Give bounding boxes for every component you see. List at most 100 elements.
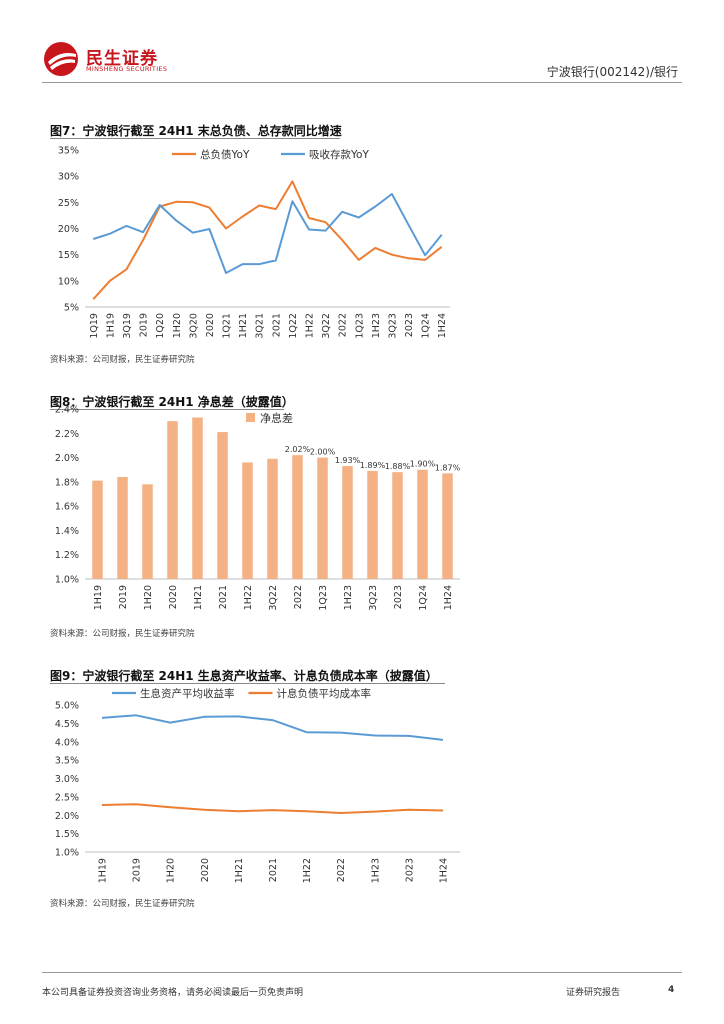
- x-tick-label: 2019: [132, 858, 143, 882]
- x-tick-label: 2021: [271, 313, 282, 337]
- legend-swatch: [246, 413, 255, 422]
- y-tick-label: 2.2%: [55, 429, 79, 440]
- x-tick-label: 1H23: [343, 585, 354, 610]
- y-tick-label: 2.4%: [55, 405, 79, 416]
- figure-9-source: 资料来源：公司财报，民生证券研究院: [50, 899, 195, 909]
- figure-9-rule: [50, 683, 445, 684]
- legend-label: 计息负债平均成本率: [277, 687, 372, 700]
- y-tick-label: 1.0%: [55, 575, 79, 586]
- x-tick-label: 3Q19: [122, 313, 133, 339]
- x-tick-label: 2020: [168, 585, 179, 609]
- x-tick-label: 2021: [218, 585, 229, 609]
- bar: [442, 473, 453, 579]
- header-divider: [42, 82, 682, 83]
- x-tick-label: 1H20: [172, 313, 183, 338]
- bar: [242, 462, 253, 579]
- y-tick-label: 25%: [58, 198, 79, 209]
- brand-logo-icon: [44, 42, 78, 76]
- x-tick-label: 1H19: [98, 858, 109, 883]
- bar: [317, 457, 328, 579]
- y-tick-label: 2.5%: [55, 792, 79, 803]
- figure-9-chart: 5.0% 4.5% 4.0% 3.5% 3.0% 2.5% 2.0% 1.5% 1.0% 1H19…: [55, 687, 460, 883]
- bar: [142, 484, 153, 579]
- figure-8-title: 图8：宁波银行截至 24H1 净息差（披露值）: [50, 395, 294, 409]
- y-tick-label: 1.2%: [55, 550, 79, 561]
- legend-label: 生息资产平均收益率: [140, 687, 235, 700]
- x-tick-label: 1Q23: [318, 585, 329, 611]
- y-tick-label: 2.0%: [55, 811, 79, 822]
- x-tick-label: 1H22: [302, 858, 313, 883]
- x-tick-label: 2020: [200, 858, 211, 882]
- x-tick-label: 2023: [393, 585, 404, 609]
- footer-disclaimer: 本公司具备证券投资咨询业务资格，请务必阅读最后一页免责声明: [42, 988, 304, 998]
- x-tick-label: 1Q19: [89, 313, 100, 339]
- figure-7-source: 资料来源：公司财报，民生证券研究院: [50, 355, 195, 365]
- bar: [117, 477, 128, 579]
- x-tick-label: 1Q23: [354, 313, 365, 339]
- x-tick-label: 1H23: [370, 858, 381, 883]
- x-tick-label: 2020: [205, 313, 216, 337]
- y-tick-label: 4.0%: [55, 737, 79, 748]
- y-tick-label: 1.8%: [55, 477, 79, 488]
- x-tick-label: 1H24: [443, 585, 454, 610]
- x-tick-label: 2022: [336, 858, 347, 882]
- x-tick-label: 1H23: [371, 313, 382, 338]
- x-tick-label: 1Q24: [421, 313, 432, 339]
- figure-8-source: 资料来源：公司财报，民生证券研究院: [50, 629, 195, 639]
- x-tick-label: 1Q22: [288, 313, 299, 339]
- x-tick-label: 3Q22: [321, 313, 332, 339]
- x-tick-label: 1H24: [437, 313, 448, 338]
- bar-data-label: 1.93%: [335, 456, 361, 465]
- figure-7-chart: 35% 30% 25% 20% 15% 10% 5% 1Q19 1H19 3Q19 2019 1Q20…: [58, 146, 450, 339]
- bar: [417, 469, 428, 579]
- bar-data-label: 2.00%: [310, 448, 336, 457]
- y-tick-label: 1.0%: [55, 848, 79, 859]
- y-tick-label: 5%: [64, 303, 79, 314]
- bar: [292, 455, 303, 579]
- bar: [367, 470, 378, 579]
- x-tick-label: 3Q20: [188, 313, 199, 339]
- bar-data-label: 1.89%: [360, 461, 386, 470]
- y-tick-label: 4.5%: [55, 719, 79, 730]
- x-tick-label: 3Q23: [368, 585, 379, 611]
- bar-data-label: 1.88%: [385, 462, 411, 471]
- x-tick-label: 2023: [404, 313, 415, 337]
- x-tick-label: 3Q21: [255, 313, 266, 339]
- y-tick-label: 10%: [58, 276, 79, 287]
- y-tick-label: 3.5%: [55, 756, 79, 767]
- x-tick-label: 2019: [118, 585, 129, 609]
- x-tick-label: 1H21: [193, 585, 204, 610]
- x-tick-label: 2023: [404, 858, 415, 882]
- x-tick-label: 1Q24: [418, 585, 429, 611]
- figure-7-title: 图7：宁波银行截至 24H1 末总负债、总存款同比增速: [50, 124, 342, 138]
- bar: [392, 472, 403, 579]
- x-tick-label: 1H21: [238, 313, 249, 338]
- y-tick-label: 5.0%: [55, 701, 79, 712]
- footer-divider: [42, 972, 682, 973]
- series-line-1: [101, 803, 444, 814]
- brand-logo: 民生证券 MINSHENG SECURITIES: [42, 40, 182, 78]
- bar-data-label: 2.02%: [285, 445, 311, 454]
- y-tick-label: 1.6%: [55, 502, 79, 513]
- bar: [167, 421, 178, 579]
- series-line-0: [92, 180, 443, 300]
- y-tick-label: 2.0%: [55, 453, 79, 464]
- figure-8-rule: [50, 409, 284, 410]
- bar: [192, 417, 203, 579]
- figure-7-rule: [50, 138, 340, 139]
- x-tick-label: 1H22: [304, 313, 315, 338]
- y-tick-label: 1.4%: [55, 526, 79, 537]
- x-tick-label: 2022: [293, 585, 304, 609]
- legend-label: 净息差: [260, 411, 293, 425]
- legend-label: 吸收存款YoY: [309, 148, 369, 161]
- series-line-0: [101, 714, 444, 741]
- bar: [267, 458, 278, 579]
- x-tick-label: 1H24: [438, 858, 449, 883]
- y-tick-label: 20%: [58, 224, 79, 235]
- y-tick-label: 1.5%: [55, 829, 79, 840]
- x-tick-label: 1H19: [93, 585, 104, 610]
- y-tick-label: 3.0%: [55, 774, 79, 785]
- x-tick-label: 2022: [338, 313, 349, 337]
- figure-9-title: 图9：宁波银行截至 24H1 生息资产收益率、计息负债成本率（披露值）: [50, 669, 438, 683]
- y-tick-label: 35%: [58, 146, 79, 157]
